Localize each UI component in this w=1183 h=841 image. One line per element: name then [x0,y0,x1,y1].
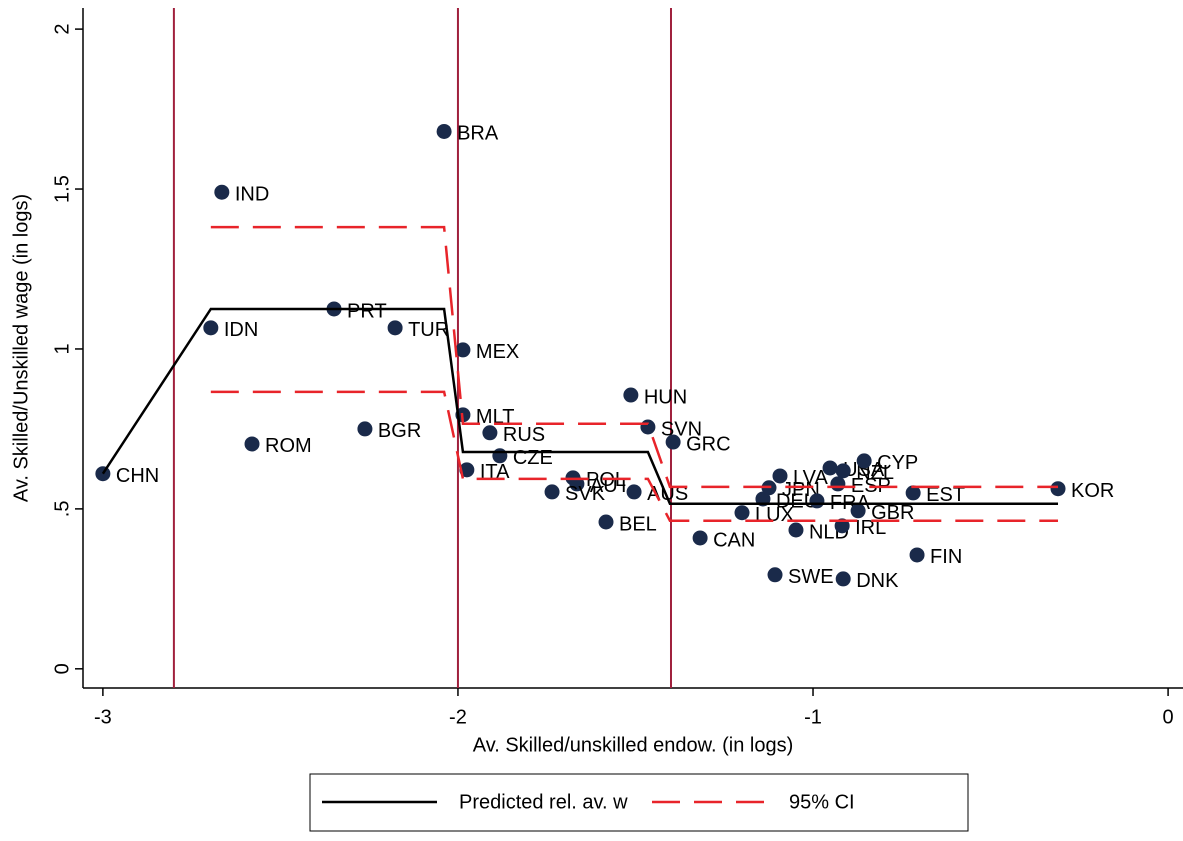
point-label: ROM [265,435,312,457]
point-label: KOR [1071,480,1114,502]
point [835,571,851,587]
point [387,320,403,336]
point [214,184,230,200]
y-axis-title: Av. Skilled/Unskilled wage (in logs) [10,194,32,502]
point [850,503,866,519]
x-axis-title: Av. Skilled/unskilled endow. (in logs) [473,734,794,756]
point-label: DEU [776,490,818,512]
x-tick-label: -2 [449,706,467,728]
point [640,419,656,435]
point [492,448,508,464]
point [459,462,475,478]
point-label: MEX [476,341,519,363]
point-label: SVN [661,418,702,440]
point [623,387,639,403]
y-tick-label: .5 [51,501,73,518]
point-label: DNK [856,570,899,592]
point [692,530,708,546]
y-tick-label: 2 [51,24,73,35]
point-label: IDN [224,319,258,341]
y-tick-label: 0 [51,663,73,674]
point-label: CAN [713,529,755,551]
point [482,425,498,441]
point [626,484,642,500]
y-tick-label: 1.5 [51,175,73,203]
point-label: LVA [793,467,828,489]
point-label: TUR [408,319,449,341]
x-tick-label: -3 [94,706,112,728]
point [357,421,373,437]
point-label: HUN [644,386,687,408]
point [909,547,925,563]
x-tick-label: 0 [1163,706,1174,728]
point [569,476,585,492]
series-line [101,307,1059,506]
legend-label: Predicted rel. av. w [459,791,628,813]
point [856,453,872,469]
point-label: IND [235,184,269,206]
point [834,518,850,534]
point-label: JPN [782,479,820,501]
point [830,476,846,492]
x-tick-label: -1 [804,706,822,728]
point [544,484,560,500]
point-label: CZE [513,447,553,469]
point [788,522,804,538]
point-label: AUS [647,483,688,505]
point-label: BEL [619,513,657,535]
point-label: RUS [503,424,545,446]
point-label: BGR [378,420,421,442]
point-label: PRT [347,300,387,322]
point-label: GBR [871,502,914,524]
point-label: GRC [686,433,730,455]
point [203,320,219,336]
point-label: USA [843,459,885,481]
point [835,463,851,479]
point [734,505,750,521]
y-tick-label: 1 [51,343,73,354]
point-label: SWE [788,566,834,588]
point [905,485,921,501]
point [598,514,614,530]
point-label: FIN [930,546,962,568]
point [455,342,471,358]
point-label: CYP [877,452,918,474]
point-label: AUT [590,475,630,497]
series-line [210,225,1059,522]
point [822,460,838,476]
point-label: IRL [855,517,886,539]
point-label: CHN [116,465,159,487]
point-label: POL [586,469,626,491]
legend-box [309,773,969,832]
point [772,468,788,484]
legend-label: 95% CI [789,791,855,813]
point [767,567,783,583]
point-label: EST [926,484,965,506]
point [1050,481,1066,497]
point-label: SVK [565,483,606,505]
point [809,493,825,509]
point [244,436,260,452]
point-label: BRA [457,123,499,145]
point [665,434,681,450]
point [436,123,452,139]
